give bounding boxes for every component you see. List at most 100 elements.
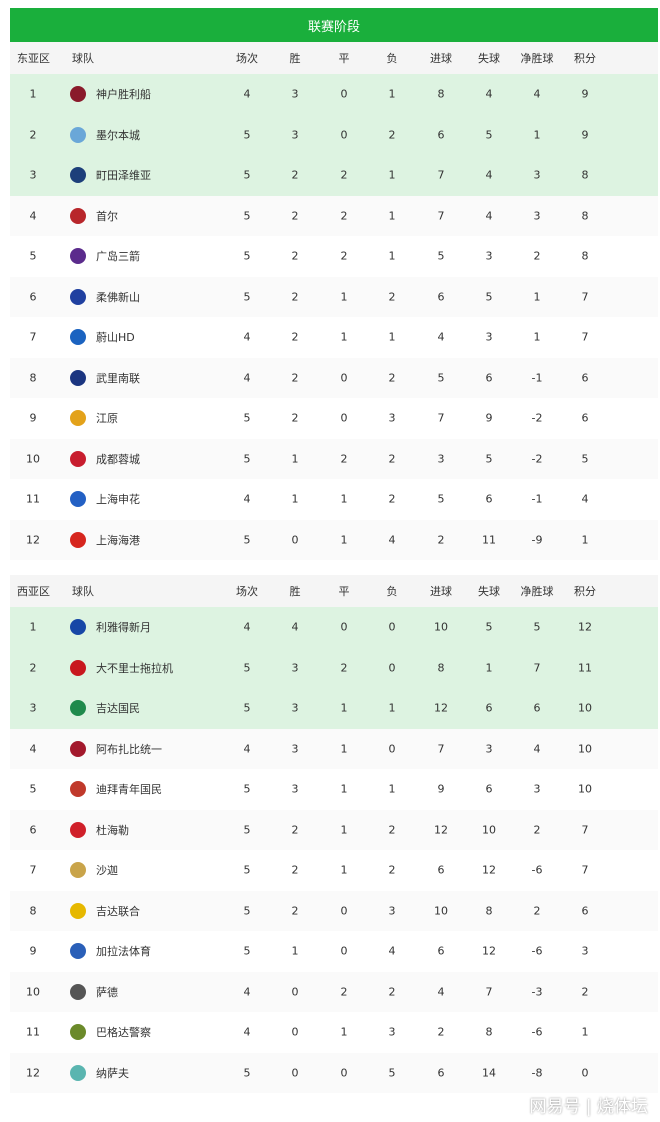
table-row[interactable]: 5 广岛三箭 5 2 2 1 5 3 2 8 (10, 236, 658, 277)
team-name[interactable]: 杜海勒 (96, 823, 129, 837)
team-name[interactable]: 加拉法体育 (96, 945, 151, 959)
stat-cell: 5 (437, 492, 445, 506)
stat-cell: 0 (340, 904, 348, 918)
table-row[interactable]: 2 墨尔本城 5 3 0 2 6 5 1 9 (10, 114, 658, 155)
team-name[interactable]: 町田泽维亚 (96, 169, 151, 183)
table-row[interactable]: 3 吉达国民 5 3 1 1 12 6 6 10 (10, 688, 658, 729)
stat-cell: 1 (485, 661, 493, 675)
table-row[interactable]: 4 首尔 5 2 2 1 7 4 3 8 (10, 195, 658, 236)
table-row[interactable]: 9 江原 5 2 0 3 7 9 -2 6 (10, 398, 658, 439)
stat-cell: 3 (291, 87, 299, 101)
stat-cell: 7 (581, 823, 589, 837)
table-row[interactable]: 6 杜海勒 5 2 1 2 12 10 2 7 (10, 809, 658, 850)
stat-cell: 4 (243, 492, 251, 506)
table-row[interactable]: 12 纳萨夫 5 0 0 5 6 14 -8 0 (10, 1052, 658, 1093)
stat-cell: 5 (243, 533, 251, 547)
team-logo-icon (70, 491, 86, 508)
team-name[interactable]: 沙迦 (96, 864, 118, 878)
table-row[interactable]: 6 柔佛新山 5 2 1 2 6 5 1 7 (10, 276, 658, 317)
table-row[interactable]: 7 沙迦 5 2 1 2 6 12 -6 7 (10, 850, 658, 891)
team-name[interactable]: 首尔 (96, 209, 118, 223)
stat-cell: 5 (485, 128, 493, 142)
team-name[interactable]: 吉达国民 (96, 702, 140, 716)
stat-cell: 2 (291, 904, 299, 918)
table-row[interactable]: 11 上海申花 4 1 1 2 5 6 -1 4 (10, 479, 658, 520)
team-name[interactable]: 上海海港 (96, 533, 140, 547)
rank: 2 (29, 128, 37, 142)
team-name[interactable]: 大不里士拖拉机 (96, 661, 173, 675)
table-row[interactable]: 3 町田泽维亚 5 2 2 1 7 4 3 8 (10, 155, 658, 196)
team-name[interactable]: 武里南联 (96, 371, 140, 385)
team-name[interactable]: 利雅得新月 (96, 621, 151, 635)
table-row[interactable]: 8 武里南联 4 2 0 2 5 6 -1 6 (10, 357, 658, 398)
stat-cell: 3 (485, 249, 493, 263)
table-row[interactable]: 9 加拉法体育 5 1 0 4 6 12 -6 3 (10, 931, 658, 972)
team-name[interactable]: 成都蓉城 (96, 452, 140, 466)
rank: 11 (26, 492, 40, 506)
table-row[interactable]: 11 巴格达警察 4 0 1 3 2 8 -6 1 (10, 1012, 658, 1053)
table-row[interactable]: 7 蔚山HD 4 2 1 1 4 3 1 7 (10, 317, 658, 358)
rank: 9 (29, 944, 37, 958)
stat-cell: 8 (581, 209, 589, 223)
stat-cell: 1 (388, 249, 396, 263)
team-name[interactable]: 吉达联合 (96, 904, 140, 918)
watermark: 网易号 | 烧体坛 (529, 1097, 648, 1117)
team-name[interactable]: 神户胜利船 (96, 88, 151, 102)
table-row[interactable]: 8 吉达联合 5 2 0 3 10 8 2 6 (10, 890, 658, 931)
stat-cell: 7 (485, 985, 493, 999)
rank: 4 (29, 209, 37, 223)
stat-cell: 6 (437, 944, 445, 958)
stat-cell: 2 (291, 290, 299, 304)
team-name[interactable]: 阿布扎比统一 (96, 742, 162, 756)
stat-cell: 0 (388, 661, 396, 675)
table-row[interactable]: 10 萨德 4 0 2 2 4 7 -3 2 (10, 971, 658, 1012)
team-name[interactable]: 墨尔本城 (96, 128, 140, 142)
team-logo-icon (70, 167, 86, 184)
table-row[interactable]: 12 上海海港 5 0 1 4 2 11 -9 1 (10, 519, 658, 560)
stat-cell: 1 (340, 330, 348, 344)
team-name[interactable]: 柔佛新山 (96, 290, 140, 304)
table-row[interactable]: 4 阿布扎比统一 4 3 1 0 7 3 4 10 (10, 728, 658, 769)
team-name[interactable]: 蔚山HD (96, 331, 135, 345)
stat-cell: 5 (243, 209, 251, 223)
stat-cell: 2 (388, 863, 396, 877)
rank: 10 (26, 452, 40, 466)
table-row[interactable]: 1 神户胜利船 4 3 0 1 8 4 4 9 (10, 74, 658, 115)
team-name[interactable]: 巴格达警察 (96, 1026, 151, 1040)
table-row[interactable]: 10 成都蓉城 5 1 2 2 3 5 -2 5 (10, 438, 658, 479)
rank: 5 (29, 782, 37, 796)
team-header: 球队 (72, 52, 94, 65)
table-row[interactable]: 2 大不里士拖拉机 5 3 2 0 8 1 7 11 (10, 647, 658, 688)
team-name[interactable]: 广岛三箭 (96, 250, 140, 264)
stat-cell: 2 (437, 533, 445, 547)
stat-cell: 1 (340, 701, 348, 715)
stat-cell: 3 (388, 1025, 396, 1039)
stat-cell: 6 (437, 1066, 445, 1080)
stat-cell: -6 (531, 944, 543, 958)
stat-cell: 4 (243, 330, 251, 344)
team-name[interactable]: 上海申花 (96, 493, 140, 507)
stat-cell: 5 (581, 452, 589, 466)
stat-cell: 12 (482, 944, 496, 958)
stat-cell: 2 (340, 209, 348, 223)
stat-cell: 0 (340, 944, 348, 958)
table-row[interactable]: 1 利雅得新月 4 4 0 0 10 5 5 12 (10, 607, 658, 648)
team-logo-icon (70, 207, 86, 224)
stat-cell: 7 (581, 290, 589, 304)
stat-cell: 2 (291, 209, 299, 223)
stat-cell: 5 (243, 863, 251, 877)
column-header: 平 (338, 585, 350, 598)
team-name[interactable]: 纳萨夫 (96, 1066, 129, 1080)
stat-cell: 6 (437, 128, 445, 142)
stat-cell: 0 (581, 1066, 589, 1080)
team-name[interactable]: 萨德 (96, 985, 118, 999)
column-header: 场次 (236, 52, 258, 65)
stat-cell: 0 (291, 1025, 299, 1039)
table-row[interactable]: 5 迪拜青年国民 5 3 1 1 9 6 3 10 (10, 769, 658, 810)
team-name[interactable]: 迪拜青年国民 (96, 783, 162, 797)
stat-cell: 6 (581, 411, 589, 425)
team-name[interactable]: 江原 (96, 412, 118, 426)
column-header: 净胜球 (520, 52, 554, 65)
stat-cell: 6 (581, 904, 589, 918)
stat-cell: 5 (485, 452, 493, 466)
